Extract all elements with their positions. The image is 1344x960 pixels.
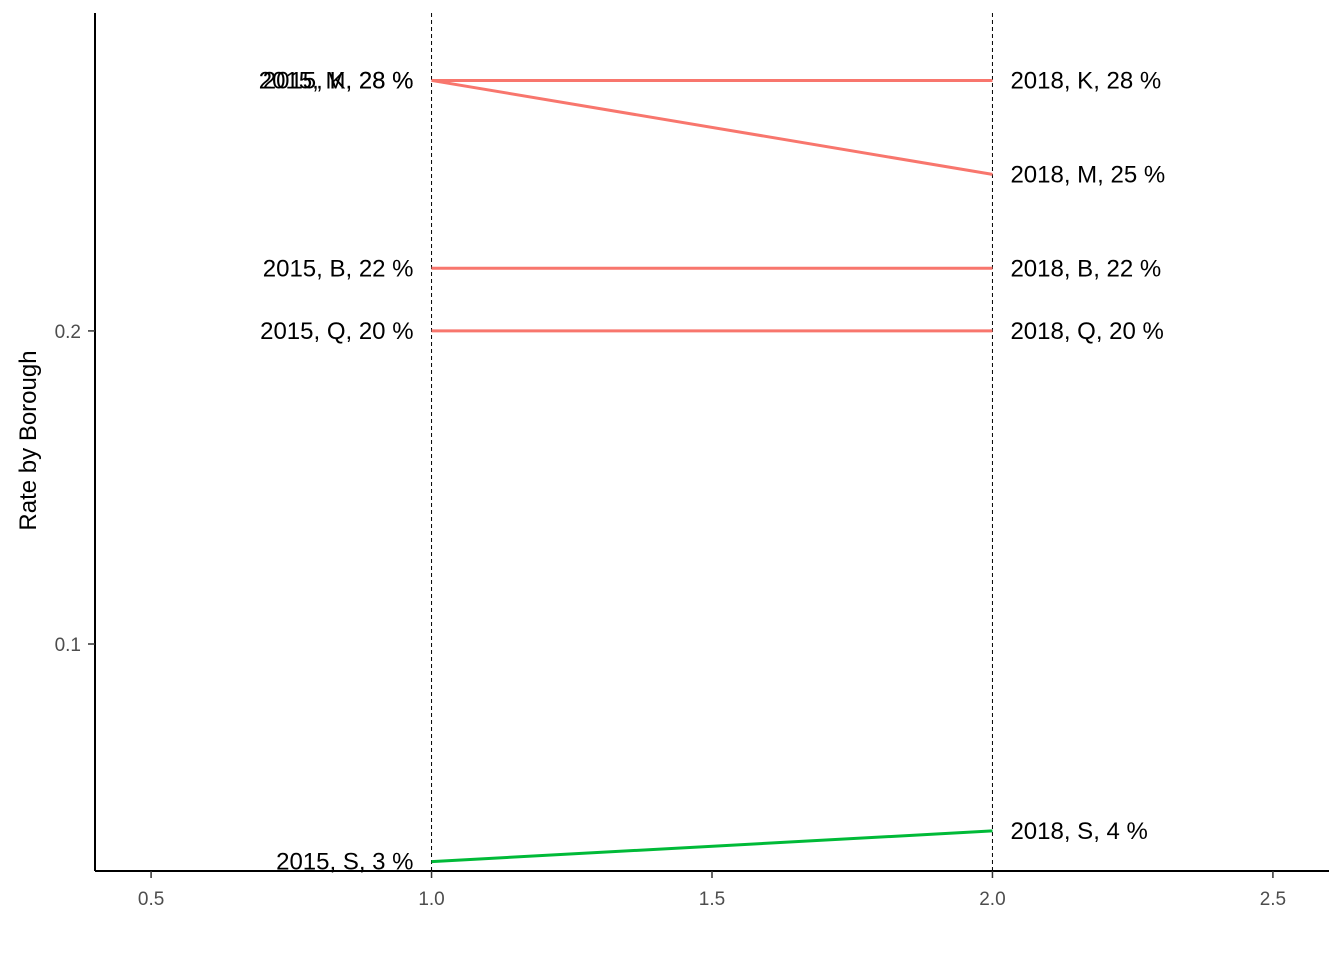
series-line-S	[431, 829, 993, 864]
end-label-Q: 2018, Q, 20 %	[1010, 318, 1163, 345]
x-tick-label: 1.5	[699, 889, 725, 910]
end-label-K: 2018, K, 28 %	[1010, 67, 1161, 94]
y-tick-label: 0.2	[55, 322, 81, 343]
axes	[94, 13, 1329, 872]
end-label-B: 2018, B, 22 %	[1010, 255, 1161, 282]
x-tick-label: 0.5	[138, 889, 164, 910]
start-label-M: 2015, M, 28 %	[259, 67, 414, 94]
x-axis-ticks: 0.5 1.0 1.5 2.0 2.5	[138, 871, 1286, 910]
y-axis-title: Rate by Borough	[15, 350, 42, 530]
point-labels: 2015, K, 28 % 2018, K, 28 % 2015, M, 28 % 2…	[259, 67, 1165, 875]
y-tick-label: 0.1	[55, 635, 81, 656]
x-tick-label: 2.0	[979, 889, 1005, 910]
x-tick-label: 2.5	[1260, 889, 1286, 910]
series-line-M	[431, 78, 993, 176]
end-label-S: 2018, S, 4 %	[1010, 818, 1147, 845]
series-lines	[431, 78, 993, 864]
x-tick-label: 1.0	[418, 889, 444, 910]
y-axis-ticks: 0.1 0.2	[55, 322, 95, 656]
start-label-Q: 2015, Q, 20 %	[260, 318, 413, 345]
year-reference-lines	[431, 13, 993, 871]
start-label-K: 2015, K, 28 %	[263, 67, 414, 94]
end-label-M: 2018, M, 25 %	[1010, 161, 1165, 188]
start-label-B: 2015, B, 22 %	[263, 255, 414, 282]
